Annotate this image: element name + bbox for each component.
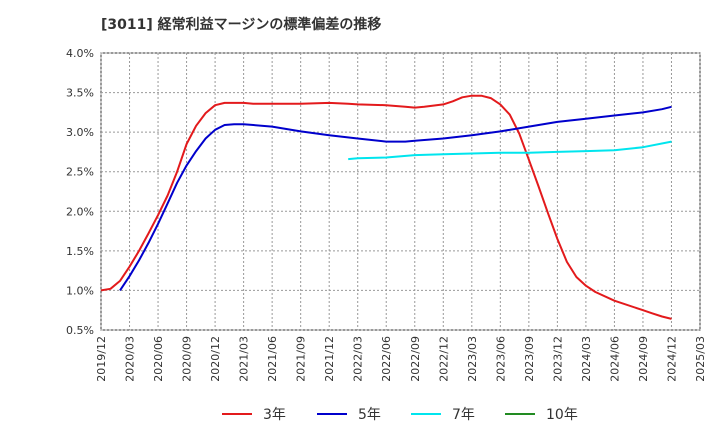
y-tick-label: 3.0% [66, 126, 94, 139]
y-tick-label: 3.5% [66, 87, 94, 100]
x-tick-label: 2022/12 [437, 336, 450, 382]
legend-label-2: 5年 [358, 407, 381, 423]
y-tick-label: 4.0% [66, 47, 94, 60]
y-tick-label: 1.5% [66, 245, 94, 258]
y-tick-label: 2.0% [66, 205, 94, 218]
x-tick-label: 2021/03 [238, 336, 251, 382]
legend-label-3: 7年 [452, 407, 475, 423]
x-tick-label: 2021/09 [295, 336, 308, 382]
x-tick-label: 2024/06 [608, 336, 621, 382]
series-line-2 [119, 105, 672, 291]
series-lines [100, 94, 672, 320]
series-line-3 [348, 140, 672, 161]
x-tick-label: 2022/09 [409, 336, 422, 382]
x-tick-label: 2024/12 [665, 336, 678, 382]
x-tick-label: 2023/12 [551, 336, 564, 382]
x-tick-label: 2023/03 [466, 336, 479, 382]
x-tick-label: 2019/12 [95, 336, 108, 382]
chart-title: [3011] 経常利益マージンの標準偏差の推移 [101, 17, 382, 33]
legend: 3年 5年 7年 10年 [222, 407, 578, 423]
x-tick-label: 2025/03 [694, 336, 707, 382]
y-tick-label: 1.0% [66, 284, 94, 297]
x-tick-label: 2022/06 [380, 336, 393, 382]
x-tick-label: 2023/06 [494, 336, 507, 382]
series-line-1 [100, 94, 672, 320]
x-tick-label: 2020/09 [181, 336, 194, 382]
legend-label-1: 3年 [263, 407, 286, 423]
x-tick-label: 2020/03 [124, 336, 137, 382]
y-tick-label: 0.5% [66, 324, 94, 337]
x-tick-label: 2023/09 [523, 336, 536, 382]
x-tick-label: 2021/06 [266, 336, 279, 382]
x-tick-label: 2022/03 [352, 336, 365, 382]
x-tick-label: 2020/06 [152, 336, 165, 382]
axis-ticks: 0.5% 1.0% 1.5% 2.0% 2.5% 3.0% 3.5% 4.0% 2019/12 2… [66, 47, 707, 382]
legend-label-4: 10年 [546, 407, 578, 423]
x-tick-label: 2020/12 [209, 336, 222, 382]
y-tick-label: 2.5% [66, 166, 94, 179]
x-tick-label: 2024/03 [580, 336, 593, 382]
plot-area [100, 52, 701, 331]
x-tick-label: 2021/12 [323, 336, 336, 382]
x-tick-label: 2024/09 [637, 336, 650, 382]
